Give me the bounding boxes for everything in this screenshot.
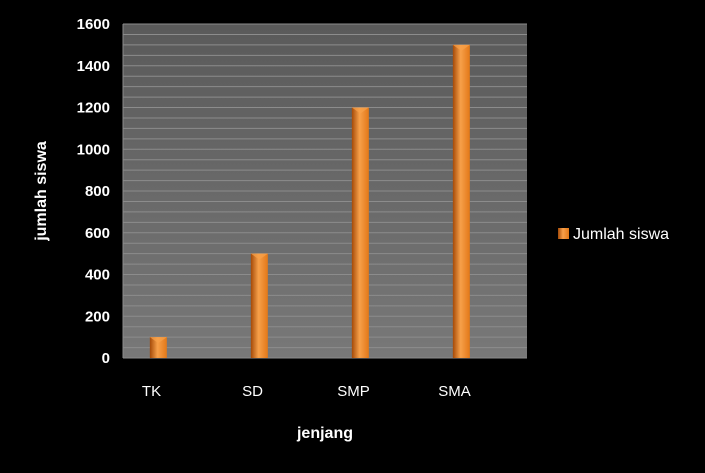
legend-label: Jumlah siswa bbox=[573, 226, 669, 243]
y-tick-label: 0 bbox=[102, 350, 110, 367]
x-tick-label: TK bbox=[142, 383, 161, 400]
bar-smp bbox=[351, 107, 369, 358]
y-tick-labels: 0 200 400 600 800 1000 1200 1400 1600 bbox=[77, 16, 110, 367]
legend-swatch bbox=[558, 228, 569, 239]
bars bbox=[149, 44, 470, 358]
y-tick-label: 1600 bbox=[77, 16, 110, 33]
y-tick-label: 1400 bbox=[77, 58, 110, 75]
bar-body bbox=[250, 253, 268, 358]
bar-cap bbox=[452, 44, 470, 51]
y-tick-label: 1000 bbox=[77, 141, 110, 158]
bar-body bbox=[452, 44, 470, 358]
bar-sma bbox=[452, 44, 470, 358]
y-axis-title: jumlah siswa bbox=[33, 141, 50, 242]
x-tick-label: SMA bbox=[438, 383, 471, 400]
legend: Jumlah siswa bbox=[558, 226, 669, 243]
y-tick-label: 1200 bbox=[77, 100, 110, 117]
bar-cap bbox=[149, 337, 167, 344]
bar-sd bbox=[250, 253, 268, 358]
bar-cap bbox=[250, 253, 268, 260]
x-tick-label: SD bbox=[242, 383, 263, 400]
y-tick-label: 400 bbox=[85, 267, 110, 284]
x-tick-labels: TK SD SMP SMA bbox=[142, 383, 471, 400]
x-tick-label: SMP bbox=[337, 383, 370, 400]
x-axis-title: jenjang bbox=[296, 425, 353, 442]
y-tick-label: 600 bbox=[85, 225, 110, 242]
bar-body bbox=[351, 107, 369, 358]
bar-cap bbox=[351, 107, 369, 114]
bar-body bbox=[149, 337, 167, 358]
y-tick-label: 800 bbox=[85, 183, 110, 200]
y-tick-label: 200 bbox=[85, 308, 110, 325]
bar-tk bbox=[149, 337, 167, 358]
